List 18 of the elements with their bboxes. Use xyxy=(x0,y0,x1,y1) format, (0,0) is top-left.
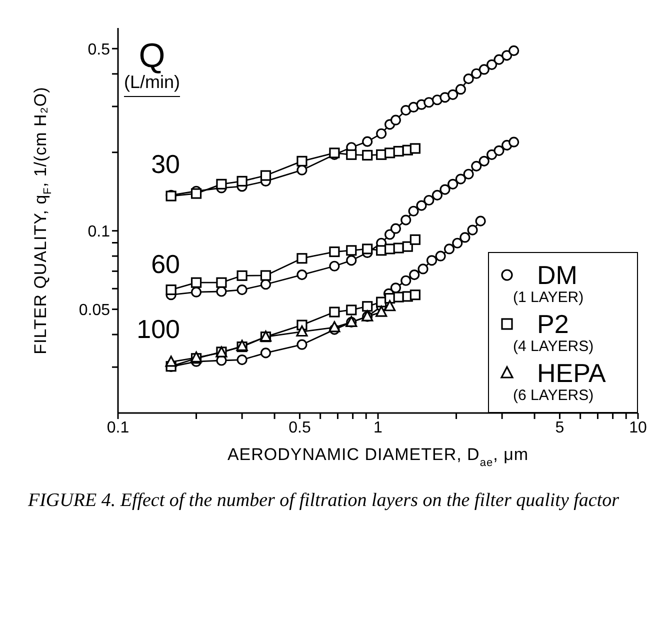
annotation: (L/min) xyxy=(124,72,180,92)
y-tick-label: 0.05 xyxy=(78,302,110,319)
y-tick-label: 0.1 xyxy=(88,224,110,240)
text: FIGURE 4. Effect of the number of filtration layers on the filter quality factor xyxy=(27,489,620,513)
legend-label: HEPA (6 LAYERS) xyxy=(513,358,607,404)
annotation: 60 xyxy=(150,248,180,279)
x-tick-label: 1 xyxy=(374,419,383,436)
annotation: 100 xyxy=(136,314,180,344)
annotation: 30 xyxy=(150,148,180,179)
x-axis-title: AERODYNAMIC DIAMETER, D$_{ae}$, μm xyxy=(227,445,529,469)
x-tick-label: 0.5 xyxy=(288,419,311,436)
x-tick-label: 0.1 xyxy=(106,419,130,436)
legend-label: P2 (4 LAYERS) xyxy=(513,309,595,355)
annotation: Q xyxy=(138,37,166,75)
x-tick-label: 10 xyxy=(629,419,647,436)
y-tick-label: 0.5 xyxy=(88,41,110,58)
x-tick-label: 5 xyxy=(555,419,564,436)
legend-label: DM (1 LAYER) xyxy=(513,260,585,306)
